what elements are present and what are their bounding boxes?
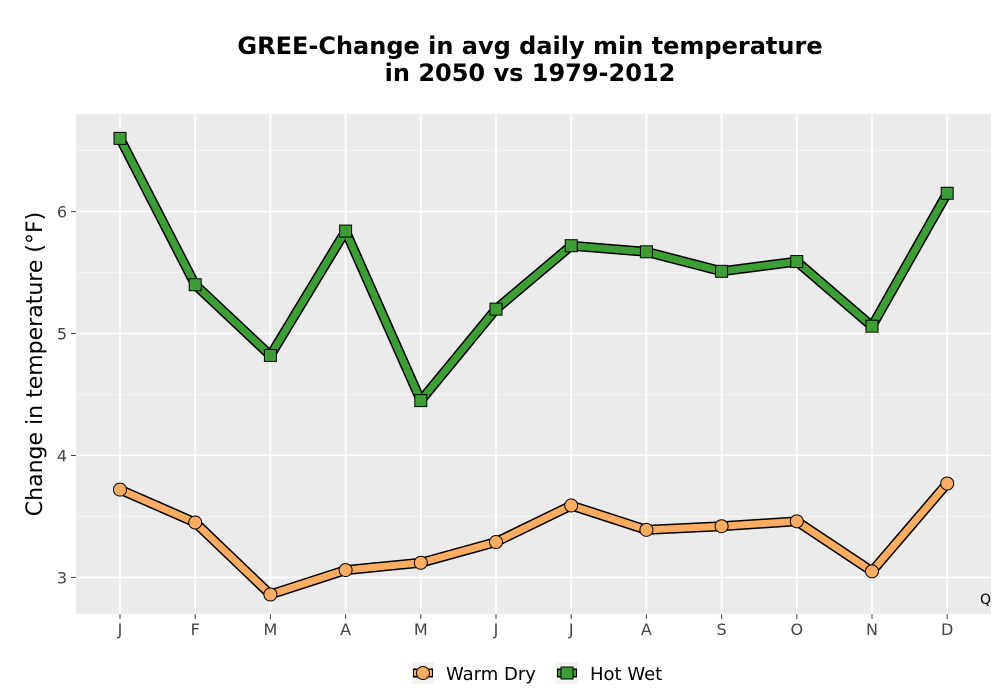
data-point-warm-dry <box>188 515 203 530</box>
x-tick-label: A <box>340 620 351 639</box>
x-tick-label: J <box>117 620 123 639</box>
series-layer <box>113 131 955 602</box>
x-tick-label: M <box>263 620 277 639</box>
x-tick-label: J <box>493 620 499 639</box>
major-gridlines <box>76 114 991 614</box>
x-tick-label: N <box>866 620 878 639</box>
data-point-warm-dry <box>940 476 955 491</box>
data-point-warm-dry <box>113 482 127 497</box>
legend: Warm Dry Hot Wet <box>412 662 662 685</box>
data-point-warm-dry <box>789 514 804 529</box>
data-point-hot-wet <box>489 302 503 316</box>
y-axis-label: Change in temperature (°F) <box>23 212 48 516</box>
data-point-hot-wet <box>188 278 202 292</box>
data-point-warm-dry <box>865 564 879 579</box>
data-point-hot-wet <box>564 239 578 253</box>
legend-label: Hot Wet <box>590 664 662 685</box>
y-tick-label: 3 <box>57 568 67 587</box>
data-point-hot-wet <box>263 348 277 362</box>
x-tick-label: D <box>941 620 953 639</box>
data-point-hot-wet <box>414 394 428 408</box>
data-point-warm-dry <box>489 535 503 550</box>
data-point-warm-dry <box>714 519 729 534</box>
legend-key-marker <box>560 666 574 680</box>
series-warm-dry <box>113 476 955 602</box>
data-point-warm-dry <box>413 555 428 570</box>
y-tick-label: 5 <box>57 325 67 344</box>
legend-key-marker <box>416 666 430 680</box>
data-point-warm-dry <box>338 563 353 578</box>
y-axis-ticks: 3 4 5 6 <box>57 203 76 587</box>
data-point-warm-dry <box>564 498 579 513</box>
series-line-warm-dry <box>116 480 951 598</box>
data-point-hot-wet <box>113 131 127 145</box>
data-point-warm-dry <box>639 522 654 537</box>
x-tick-label: O <box>791 620 804 639</box>
series-hot-wet <box>113 131 954 408</box>
data-point-hot-wet <box>940 186 954 200</box>
legend-item-hot-wet: Hot Wet <box>556 662 662 685</box>
series-line-hot-wet <box>116 134 951 405</box>
x-tick-label: S <box>717 620 727 639</box>
y-tick-label: 4 <box>57 446 67 465</box>
data-point-hot-wet <box>715 264 729 278</box>
corner-label: Q <box>980 592 991 608</box>
x-tick-label: M <box>414 620 428 639</box>
x-tick-label: J <box>568 620 574 639</box>
chart-title-line-1: GREE-Change in avg daily min temperature <box>237 32 822 60</box>
legend-label: Warm Dry <box>446 664 536 685</box>
plot-panel <box>76 114 991 614</box>
y-tick-label: 6 <box>57 203 67 222</box>
chart-title-line-2: in 2050 vs 1979-2012 <box>385 59 676 87</box>
data-point-warm-dry <box>263 587 278 602</box>
x-tick-label: A <box>641 620 652 639</box>
legend-item-warm-dry: Warm Dry <box>412 662 536 685</box>
data-point-hot-wet <box>339 224 353 238</box>
data-point-hot-wet <box>790 255 804 269</box>
data-point-hot-wet <box>865 319 879 333</box>
data-point-hot-wet <box>639 245 653 259</box>
x-tick-label: F <box>191 620 200 639</box>
